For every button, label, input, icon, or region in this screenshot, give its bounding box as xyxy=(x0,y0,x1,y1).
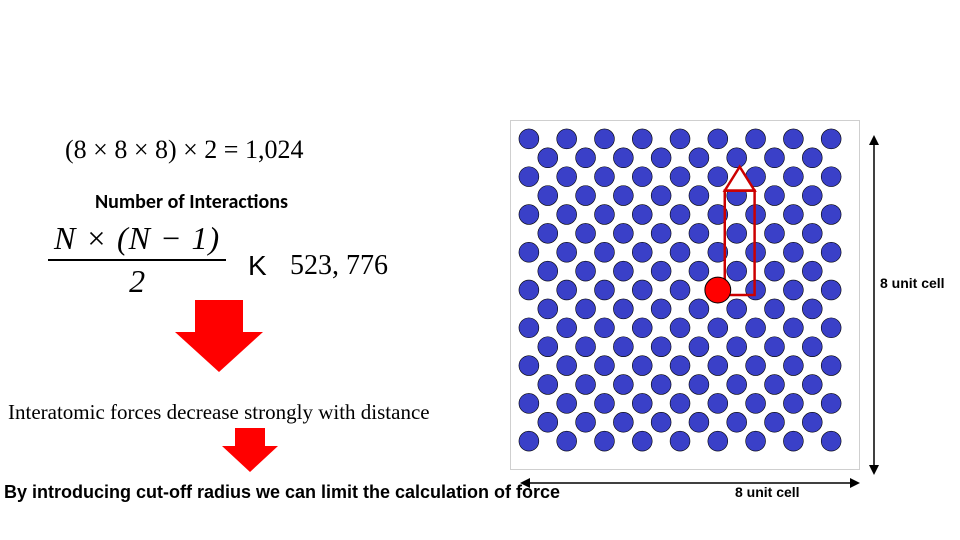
small-down-arrow-icon xyxy=(222,428,302,486)
label-number-of-interactions: Number of Interactions xyxy=(95,190,288,214)
fraction-n-n-minus-1-over-2: N × (N − 1) 2 xyxy=(48,220,226,300)
dimension-line-right xyxy=(866,135,882,475)
big-down-arrow-icon xyxy=(175,300,295,390)
text-cutoff-radius: By introducing cut-off radius we can lim… xyxy=(4,482,560,503)
lattice-diagram xyxy=(510,120,860,470)
approximately-symbol: K xyxy=(248,250,267,282)
text-interatomic-forces: Interatomic forces decrease strongly wit… xyxy=(8,400,430,425)
equation-total-atoms: (8 × 8 × 8) × 2 = 1,024 xyxy=(65,135,303,165)
fraction-numerator: N × (N − 1) xyxy=(48,220,226,257)
fraction-bar xyxy=(48,259,226,261)
label-8-unit-cell-right: 8 unit cell xyxy=(880,275,945,291)
label-8-unit-cell-bottom: 8 unit cell xyxy=(735,484,800,500)
lattice-svg xyxy=(511,121,859,469)
dimension-line-bottom xyxy=(520,475,860,491)
fraction-denominator: 2 xyxy=(48,263,226,300)
interaction-count-value: 523, 776 xyxy=(290,250,388,282)
